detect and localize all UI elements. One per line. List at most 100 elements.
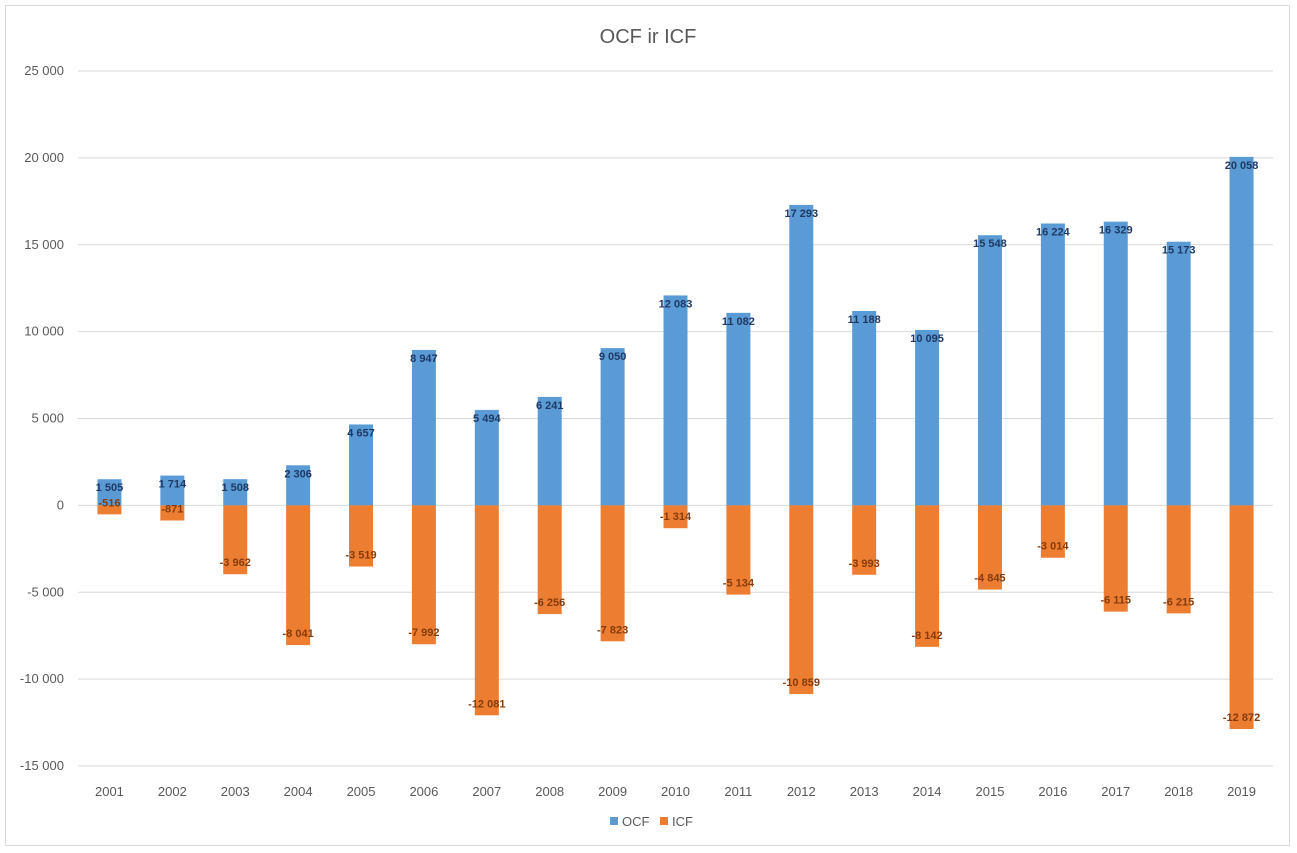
data-label-ocf: 1 508 [221, 482, 249, 494]
bar-icf-2012 [789, 505, 814, 695]
bar-icf-2005 [349, 505, 374, 567]
bar-icf-2002 [160, 505, 185, 521]
legend-swatch-ocf [610, 817, 618, 825]
x-tick-label: 2017 [1101, 784, 1130, 799]
x-tick-label: 2013 [850, 784, 879, 799]
bar-icf-2010 [663, 505, 688, 529]
bar-ocf-2002 [160, 475, 185, 506]
x-tick-label: 2007 [472, 784, 501, 799]
data-labels: 1 505 -516 1 714 -871 1 508 -3 962 2 306 -8 041… [96, 160, 1261, 724]
data-label-icf: -871 [161, 504, 183, 516]
data-label-ocf: 11 082 [722, 316, 755, 328]
data-label-icf: -7 823 [597, 624, 628, 636]
bar-ocf-2008 [537, 396, 562, 506]
bar-icf-2009 [600, 505, 625, 642]
bar-icf-2006 [411, 505, 436, 645]
bar-icf-2016 [1040, 505, 1065, 558]
y-tick-label: -10 000 [20, 671, 64, 686]
data-label-ocf: 1 505 [96, 482, 124, 494]
x-tick-label: 2019 [1227, 784, 1256, 799]
bar-ocf-2009 [600, 348, 625, 506]
data-label-icf: -1 314 [660, 511, 692, 523]
legend: OCF ICF [610, 814, 693, 829]
data-label-icf: -6 115 [1100, 595, 1131, 607]
y-tick-label: 25 000 [24, 63, 64, 78]
x-tick-label: 2010 [661, 784, 690, 799]
x-tick-label: 2015 [976, 784, 1005, 799]
data-label-ocf: 11 188 [848, 314, 881, 326]
data-label-ocf: 12 083 [659, 298, 693, 310]
bar-ocf-2007 [474, 409, 499, 506]
x-tick-label: 2012 [787, 784, 816, 799]
data-label-icf: -10 859 [783, 677, 820, 689]
bar-ocf-2018 [1166, 241, 1191, 506]
bar-ocf-2006 [411, 349, 436, 506]
legend-swatch-icf [660, 817, 668, 825]
data-label-icf: -3 014 [1037, 541, 1069, 553]
bar-icf-2007 [474, 505, 499, 716]
bars [97, 156, 1254, 730]
data-label-icf: -6 256 [534, 597, 565, 609]
data-label-icf: -3 993 [849, 558, 880, 570]
bar-icf-2011 [726, 505, 751, 595]
y-tick-label: -15 000 [20, 758, 64, 773]
data-label-icf: -3 519 [345, 550, 376, 562]
y-tick-label: 5 000 [31, 411, 64, 426]
x-tick-label: 2009 [598, 784, 627, 799]
y-axis-tick-labels: 25 000 20 000 15 000 10 000 5 000 0 -5 000 -10 … [20, 63, 64, 773]
x-tick-label: 2006 [409, 784, 438, 799]
x-tick-label: 2004 [284, 784, 313, 799]
y-tick-label: 0 [57, 497, 64, 512]
bar-ocf-2013 [852, 310, 877, 506]
data-label-ocf: 15 173 [1162, 245, 1196, 257]
legend-label-ocf: OCF [622, 814, 650, 829]
x-tick-label: 2002 [158, 784, 187, 799]
y-tick-label: -5 000 [27, 584, 64, 599]
bar-icf-2004 [286, 505, 311, 646]
bar-ocf-2012 [789, 204, 814, 506]
bar-ocf-2017 [1103, 221, 1128, 506]
bar-ocf-2014 [915, 329, 940, 506]
data-label-ocf: 15 548 [973, 238, 1007, 250]
bar-ocf-2004 [286, 465, 311, 506]
data-label-icf: -4 845 [974, 573, 1005, 585]
legend-label-icf: ICF [672, 814, 693, 829]
bar-icf-2014 [915, 505, 940, 647]
y-tick-label: 20 000 [24, 150, 64, 165]
bar-ocf-2019 [1229, 156, 1254, 506]
bar-icf-2019 [1229, 505, 1254, 730]
bar-icf-2017 [1103, 505, 1128, 612]
bar-icf-2001 [97, 505, 122, 515]
data-label-ocf: 2 306 [284, 468, 312, 480]
chart-title: OCF ir ICF [600, 26, 697, 48]
x-axis-tick-labels: 2001 2002 2003 2004 2005 2006 2007 2008 2009 2010… [95, 784, 1256, 799]
data-label-ocf: 4 657 [347, 427, 375, 439]
bar-icf-2018 [1166, 505, 1191, 614]
bar-ocf-2001 [97, 479, 122, 506]
data-label-icf: -7 992 [408, 627, 439, 639]
data-label-icf: -3 962 [220, 557, 251, 569]
data-label-ocf: 5 494 [473, 413, 501, 425]
x-tick-label: 2016 [1038, 784, 1067, 799]
data-label-ocf: 6 241 [536, 400, 564, 412]
bar-ocf-2005 [349, 424, 374, 506]
data-label-icf: -8 142 [911, 630, 942, 642]
data-label-ocf: 9 050 [599, 351, 627, 363]
x-tick-label: 2014 [913, 784, 942, 799]
bar-icf-2008 [537, 505, 562, 615]
chart: OCF ir ICF 25 000 20 000 15 000 10 000 5 000… [20, 26, 1273, 829]
data-label-icf: -5 134 [723, 578, 755, 590]
bar-ocf-2016 [1040, 223, 1065, 506]
data-label-ocf: 10 095 [910, 333, 944, 345]
x-tick-label: 2005 [347, 784, 376, 799]
data-label-ocf: 8 947 [410, 353, 438, 365]
data-label-ocf: 17 293 [784, 208, 818, 220]
data-label-icf: -12 872 [1223, 712, 1260, 724]
data-label-icf: -516 [98, 497, 120, 509]
bar-ocf-2011 [726, 312, 751, 506]
bar-icf-2013 [852, 505, 877, 575]
x-tick-label: 2003 [221, 784, 250, 799]
data-label-ocf: 16 329 [1099, 225, 1133, 237]
data-label-ocf: 16 224 [1036, 226, 1071, 238]
x-tick-label: 2011 [724, 784, 752, 799]
